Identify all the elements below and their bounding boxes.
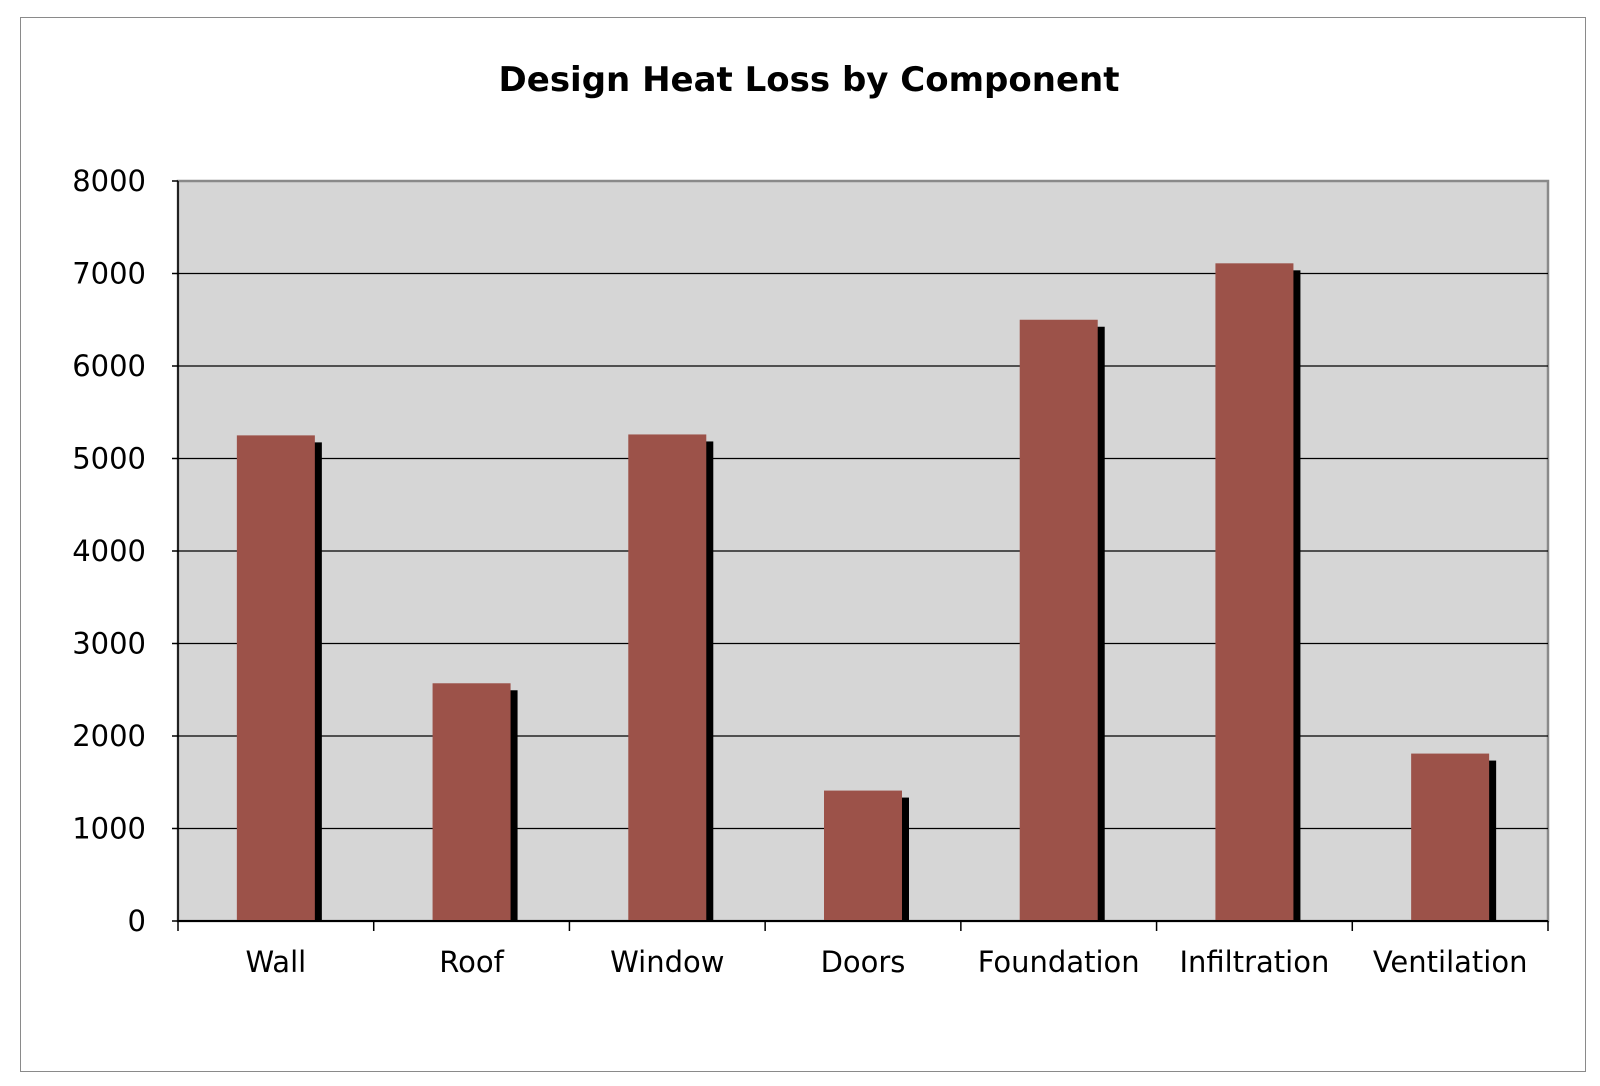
gridlines	[178, 272, 1548, 830]
y-tick-label: 3000	[72, 627, 146, 661]
bars	[236, 263, 1497, 921]
bar-roof	[432, 683, 511, 921]
bar-window	[628, 434, 707, 921]
x-tick-label: Ventilation	[1373, 945, 1528, 979]
bar-foundation	[1019, 319, 1098, 921]
x-axis-tick-labels: Wall Roof Window Doors Foundation Infiltratio…	[245, 945, 1527, 979]
y-tick-label: 4000	[72, 534, 146, 568]
axes	[172, 180, 1549, 931]
y-tick-label: 7000	[72, 257, 146, 291]
x-tick-label: Wall	[245, 945, 306, 979]
x-tick-label: Infiltration	[1179, 945, 1329, 979]
x-tick-label: Doors	[821, 945, 906, 979]
y-tick-label: 0	[128, 904, 146, 938]
x-tick-label: Foundation	[978, 945, 1140, 979]
x-tick-label: Window	[610, 945, 724, 979]
bar-wall	[236, 435, 315, 921]
x-tick-label: Roof	[439, 945, 504, 979]
bar-infiltration	[1215, 263, 1294, 921]
y-axis-tick-labels: 0 1000 2000 3000 4000 5000 6000 7000 8000	[72, 164, 146, 938]
y-tick-label: 5000	[72, 442, 146, 476]
y-tick-label: 2000	[72, 719, 146, 753]
y-tick-label: 1000	[72, 812, 146, 846]
chart-title: Design Heat Loss by Component	[499, 60, 1120, 100]
y-tick-label: 8000	[72, 164, 146, 198]
bar-ventilation	[1411, 753, 1490, 921]
bar-doors	[824, 790, 902, 921]
y-tick-label: 6000	[72, 349, 146, 383]
